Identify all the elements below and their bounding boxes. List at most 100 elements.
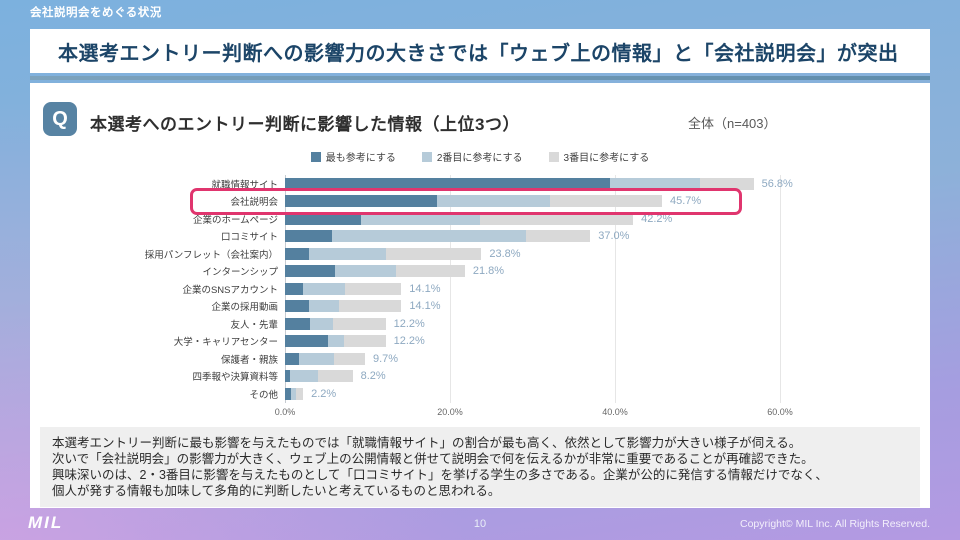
bar-segment — [309, 317, 333, 330]
bar-segment — [479, 212, 634, 225]
bar-segment — [699, 177, 754, 190]
bar-segment — [285, 370, 290, 383]
bar-row: 大学・キャリアセンター 12.2% — [30, 333, 930, 351]
value-label: 37.0% — [598, 230, 630, 243]
bar-segment — [334, 352, 365, 365]
bar-segment — [335, 265, 396, 278]
value-label: 14.1% — [409, 300, 441, 313]
gridline — [450, 175, 451, 403]
chart-legend: 最も参考にする 2番目に参考にする 3番目に参考にする — [30, 149, 930, 164]
bar-segment — [332, 317, 386, 330]
bar-segment — [295, 387, 304, 400]
category-label: 口コミサイト — [220, 232, 278, 244]
value-label: 45.7% — [670, 195, 702, 208]
slide-kicker: 会社説明会をめぐる状況 — [30, 7, 162, 19]
bar-segment — [285, 212, 361, 225]
bar-row: 保護者・親族 9.7% — [30, 350, 930, 368]
bar-row: 企業のSNSアカウント 14.1% — [30, 280, 930, 298]
bar-row: インターンシップ 21.8% — [30, 263, 930, 281]
chart-question-title: 本選考へのエントリー判断に影響した情報（上位3つ） — [90, 115, 520, 134]
value-label: 8.2% — [360, 370, 386, 383]
sample-size-label: 全体（n=403） — [688, 116, 777, 131]
bar-segment — [344, 335, 386, 348]
value-label: 23.8% — [489, 247, 521, 260]
stacked-bar-chart: 就職情報サイト 56.8% 会社説明会 45.7% 企業のホームページ 42.2% 口コミサ… — [30, 175, 930, 425]
bar-segment — [395, 265, 465, 278]
bar-segment — [285, 177, 611, 190]
note-box: 本選考エントリー判断に最も影響を与えたものでは「就職情報サイト」の割合が最も高く… — [40, 427, 920, 507]
banner-divider — [30, 76, 930, 80]
bar-segment — [285, 300, 309, 313]
value-label: 56.8% — [761, 177, 793, 190]
bar-row: 企業のホームページ 42.2% — [30, 210, 930, 228]
headline-banner: 本選考エントリー判断への影響力の大きさでは「ウェブ上の情報」と「会社説明会」が突… — [30, 29, 930, 73]
bar-segment — [525, 230, 591, 243]
x-axis-tick-label: 0.0% — [274, 407, 296, 417]
bar-segment — [285, 335, 328, 348]
bar-row: 就職情報サイト 56.8% — [30, 175, 930, 193]
bar-row: 会社説明会 45.7% — [30, 193, 930, 211]
bar-segment — [285, 387, 291, 400]
bar-row: 口コミサイト 37.0% — [30, 228, 930, 246]
category-label: 保護者・親族 — [220, 354, 278, 366]
bar-segment — [285, 230, 333, 243]
category-label: 就職情報サイト — [211, 179, 278, 191]
bar-segment — [610, 177, 700, 190]
bar-row: 友人・先輩 12.2% — [30, 315, 930, 333]
bar-segment — [345, 282, 402, 295]
gridline — [615, 175, 616, 403]
gridline — [780, 175, 781, 403]
legend-swatch-icon — [421, 151, 432, 162]
legend-item: 最も参考にする — [310, 149, 396, 164]
category-label: 会社説明会 — [230, 197, 278, 209]
bar-segment — [360, 212, 480, 225]
question-badge: Q — [43, 102, 77, 136]
category-label: 企業のSNSアカウント — [182, 284, 278, 296]
category-label: 友人・先輩 — [230, 319, 278, 331]
bar-row: 採用パンフレット（会社案内） 23.8% — [30, 245, 930, 263]
bar-segment — [327, 335, 345, 348]
value-label: 21.8% — [472, 265, 505, 278]
bar-row: 企業の採用動画 14.1% — [30, 298, 930, 316]
bar-segment — [299, 352, 335, 365]
legend-swatch-icon — [548, 151, 559, 162]
bar-segment — [289, 370, 318, 383]
legend-label: 2番目に参考にする — [436, 153, 523, 164]
copyright-text: Copyright© MIL Inc. All Rights Reserved. — [739, 518, 930, 530]
value-label: 12.2% — [393, 317, 425, 330]
content-card: Q 本選考へのエントリー判断に影響した情報（上位3つ） 全体（n=403） 最も… — [30, 83, 930, 508]
bar-segment — [332, 230, 526, 243]
bar-row: 四季報や決算資料等 8.2% — [30, 368, 930, 386]
note-line: 個人が発する情報も加味して多角的に判断したいと考えているものと思われる。 — [52, 484, 501, 498]
legend-label: 最も参考にする — [325, 153, 396, 164]
bar-segment — [549, 195, 662, 208]
note-line: 本選考エントリー判断に最も影響を与えたものでは「就職情報サイト」の割合が最も高く… — [52, 436, 802, 450]
mil-logo: MIL — [28, 513, 64, 532]
bar-segment — [303, 282, 346, 295]
value-label: 2.2% — [311, 387, 337, 400]
value-label: 9.7% — [373, 352, 399, 365]
bar-row: その他 2.2% — [30, 385, 930, 403]
x-axis-tick-label: 60.0% — [767, 407, 793, 417]
bar-segment — [285, 317, 310, 330]
category-label: その他 — [249, 389, 278, 401]
legend-item: 3番目に参考にする — [548, 149, 649, 164]
page-number: 10 — [473, 518, 487, 530]
x-axis-tick-label: 40.0% — [602, 407, 628, 417]
x-axis-tick-label: 20.0% — [437, 407, 463, 417]
category-label: 企業のホームページ — [192, 214, 278, 226]
value-label: 12.2% — [393, 335, 425, 348]
headline-text: 本選考エントリー判断への影響力の大きさでは「ウェブ上の情報」と「会社説明会」が突… — [58, 42, 899, 65]
category-label: 企業の採用動画 — [211, 302, 278, 314]
bar-segment — [290, 387, 296, 400]
legend-swatch-icon — [310, 151, 321, 162]
value-label: 14.1% — [409, 282, 441, 295]
bar-segment — [317, 370, 353, 383]
category-label: 大学・キャリアセンター — [173, 337, 278, 349]
bar-segment — [285, 352, 300, 365]
category-label: 採用パンフレット（会社案内） — [144, 249, 278, 261]
note-line: 興味深いのは、2・3番目に影響を与えたものとして「口コミサイト」を挙げる学生の多… — [52, 468, 828, 482]
bar-segment — [285, 265, 336, 278]
bar-segment — [385, 247, 482, 260]
